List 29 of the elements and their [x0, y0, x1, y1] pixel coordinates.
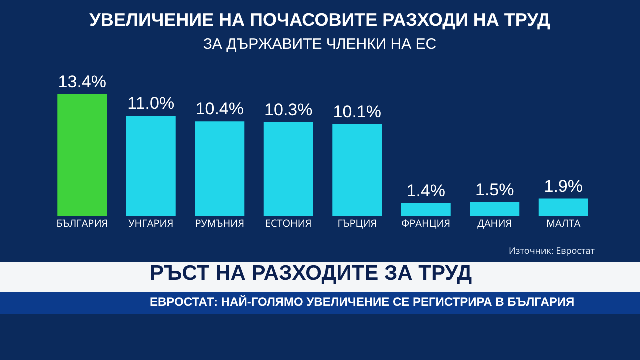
text: ЕВРОСТАТ: НАЙ-ГОЛЯМО УВЕЛИЧЕНИЕ СЕ РЕГИСТРИРА В БЪЛГАРИЯ	[150, 295, 575, 309]
x-tick-label: ФРАНЦИЯ	[402, 216, 451, 230]
bar	[58, 94, 108, 216]
data-label: 1.9%	[544, 176, 584, 196]
data-label: 10.3%	[264, 100, 313, 120]
bar	[264, 122, 314, 216]
data-label: 10.4%	[196, 100, 244, 119]
chart-subtitle: ЗА ДЪРЖАВИТЕ ЧЛЕНКИ НА ЕС	[203, 36, 437, 54]
x-tick-label: ДАНИЯ	[478, 216, 512, 230]
bar	[538, 198, 588, 216]
data-label: 1.5%	[476, 180, 514, 200]
data-label: 11.0%	[128, 94, 175, 114]
data-label: 10.1%	[333, 102, 382, 122]
data-label: 13.4%	[58, 72, 106, 92]
x-tick-label: МАЛТА	[546, 216, 582, 230]
chart-title: УВЕЛИЧЕНИЕ НА ПОЧАСОВИТЕ РАЗХОДИ НА ТРУД	[90, 10, 550, 30]
text: Източник: Евростат	[509, 244, 596, 257]
x-tick-label: УНГАРИЯ	[128, 216, 174, 230]
text: РЪСТ НА РАЗХОДИТЕ ЗА ТРУД	[150, 262, 472, 286]
x-tick-label: ЕСТОНИЯ	[265, 216, 312, 230]
bar	[126, 116, 176, 216]
data-label: 1.4%	[406, 181, 446, 200]
x-tick-label: ГЪРЦИЯ	[338, 216, 378, 230]
bar	[401, 203, 451, 216]
bar	[195, 122, 245, 216]
x-tick-label: БЪЛГАРИЯ	[56, 216, 108, 230]
bar	[470, 202, 520, 216]
bar	[332, 124, 382, 216]
x-tick-label: РУМЪНИЯ	[195, 216, 245, 230]
